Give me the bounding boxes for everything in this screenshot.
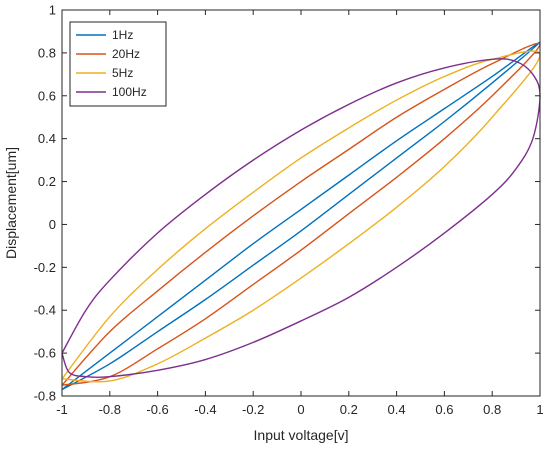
y-tick-label: 0.6	[38, 88, 56, 103]
x-tick-label: 0.4	[388, 402, 406, 417]
x-axis-label: Input voltage[v]	[254, 427, 349, 443]
x-tick-label: 0.2	[340, 402, 358, 417]
legend: 1Hz 20Hz 5Hz 100Hz	[69, 21, 167, 107]
legend-label-100hz: 100Hz	[112, 85, 147, 99]
y-tick-label: 0.4	[38, 131, 56, 146]
x-tick-label: -0.8	[99, 402, 121, 417]
y-tick-label: 0.8	[38, 45, 56, 60]
x-tick-label: 0.6	[435, 402, 453, 417]
legend-label-20hz: 20Hz	[112, 47, 140, 61]
x-tick-label: -0.2	[242, 402, 264, 417]
x-tick-label: -0.4	[194, 402, 216, 417]
y-axis-label: Displacement[um]	[3, 147, 19, 259]
legend-label-1hz: 1Hz	[112, 28, 133, 42]
y-tick-label: -0.8	[34, 389, 56, 404]
series-line-100hz	[61, 58, 541, 379]
legend-label-5hz: 5Hz	[112, 66, 133, 80]
y-tick-label: 0	[49, 217, 56, 232]
x-tick-label: 1	[536, 402, 543, 417]
x-tick-label: -1	[56, 402, 68, 417]
x-tick-label: 0.8	[483, 402, 501, 417]
y-tick-label: -0.2	[34, 260, 56, 275]
ticks-layer: -1 -0.8 -0.6 -0.4 -0.2 0 0.2 0.4 0.6 0.8 1-0.8-0.6…	[34, 3, 544, 418]
y-tick-label: -0.6	[34, 346, 56, 361]
y-tick-label: 1	[49, 3, 56, 18]
y-tick-label: 0.2	[38, 174, 56, 189]
x-tick-label: -0.6	[146, 402, 168, 417]
x-tick-label: 0	[297, 402, 304, 417]
y-tick-label: -0.4	[34, 303, 56, 318]
